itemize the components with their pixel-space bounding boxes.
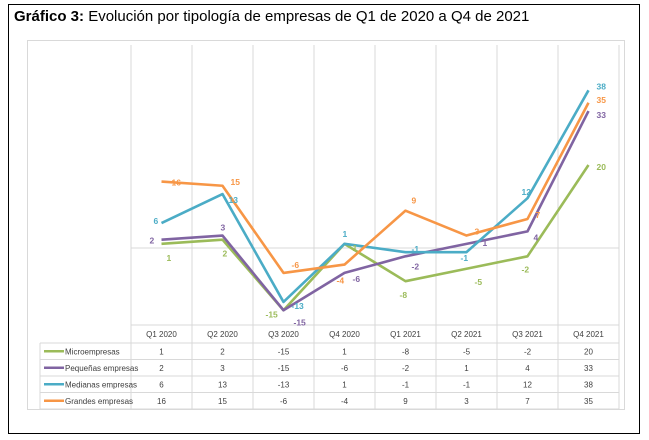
- data-label: 7: [536, 210, 541, 220]
- data-label: 3: [221, 223, 226, 233]
- table-cell: 33: [584, 364, 593, 373]
- data-label: -2: [412, 261, 420, 271]
- table-cell: -6: [280, 397, 288, 406]
- table-cell: 13: [218, 380, 227, 389]
- x-tick-label: Q4 2021: [573, 330, 604, 339]
- table-cell: -5: [463, 347, 471, 356]
- data-label: 2: [223, 249, 228, 259]
- legend-label: Medianas empresas: [65, 380, 137, 389]
- x-tick-label: Q2 2021: [451, 330, 482, 339]
- table-cell: 12: [523, 380, 532, 389]
- x-tick-label: Q3 2021: [512, 330, 543, 339]
- legend-label: Grandes empresas: [65, 397, 133, 406]
- table-cell: 38: [584, 380, 593, 389]
- legend-label: Pequeñas empresas: [65, 364, 138, 373]
- x-tick-label: Q4 2020: [329, 330, 360, 339]
- table-cell: 6: [159, 380, 164, 389]
- table-cell: 1: [464, 364, 469, 373]
- data-label: 6: [154, 216, 159, 226]
- table-cell: -1: [463, 380, 471, 389]
- table-cell: 16: [157, 397, 166, 406]
- data-label: 15: [231, 177, 241, 187]
- table-cell: -15: [278, 347, 290, 356]
- data-label: -13: [292, 301, 305, 311]
- table-cell: -4: [341, 397, 349, 406]
- legend-label: Microempresas: [65, 347, 120, 356]
- table-cell: 1: [159, 347, 164, 356]
- data-label: 35: [597, 95, 607, 105]
- figure-border: [8, 4, 640, 434]
- series-line-medianas-empresas: [160, 89, 590, 304]
- figure-number: Gráfico 3:: [14, 8, 85, 25]
- table-cell: 1: [342, 347, 347, 356]
- data-label: -4: [337, 276, 345, 286]
- data-label: 4: [534, 232, 539, 242]
- table-cell: 35: [584, 397, 593, 406]
- table-cell: 7: [525, 397, 530, 406]
- table-cell: 3: [220, 364, 225, 373]
- figure-title: Gráfico 3: Evolución por tipología de em…: [14, 8, 529, 25]
- data-label: 2: [150, 236, 155, 246]
- data-label: 12: [522, 187, 532, 197]
- data-label: -15: [266, 309, 279, 319]
- x-tick-label: Q1 2021: [390, 330, 421, 339]
- table-cell: -2: [524, 347, 532, 356]
- data-label: -1: [461, 253, 469, 263]
- data-label: 1: [167, 253, 172, 263]
- table-cell: 4: [525, 364, 530, 373]
- table-cell: 2: [220, 347, 225, 356]
- data-label: -6: [292, 260, 300, 270]
- data-label: 9: [412, 196, 417, 206]
- data-label: 1: [343, 229, 348, 239]
- table-cell: -8: [402, 347, 410, 356]
- data-label: 13: [229, 195, 239, 205]
- data-label: 38: [597, 81, 607, 91]
- series-line-grandes-empresas: [161, 102, 590, 275]
- data-label: 20: [597, 162, 607, 172]
- table-cell: 1: [342, 380, 347, 389]
- table-cell: 15: [218, 397, 227, 406]
- table-cell: -1: [402, 380, 410, 389]
- data-label: -15: [294, 317, 307, 327]
- data-label: -6: [353, 274, 361, 284]
- data-label: -8: [400, 290, 408, 300]
- x-tick-label: Q1 2020: [146, 330, 177, 339]
- series-line-pequeñas-empresas: [161, 110, 590, 312]
- data-label: -1: [412, 244, 420, 254]
- table-cell: -2: [402, 364, 410, 373]
- data-label: 1: [483, 238, 488, 248]
- series-line-microempresas: [161, 164, 590, 312]
- data-label: -5: [475, 277, 483, 287]
- table-cell: -6: [341, 364, 349, 373]
- table-cell: 3: [464, 397, 469, 406]
- table-cell: -13: [278, 380, 290, 389]
- data-label: 1: [353, 243, 358, 253]
- data-label: 3: [475, 227, 480, 237]
- figure-caption: Evolución por tipología de empresas de Q…: [88, 8, 530, 25]
- table-cell: 20: [584, 347, 593, 356]
- table-cell: -15: [278, 364, 290, 373]
- table-cell: 2: [159, 364, 164, 373]
- data-label: -2: [522, 264, 530, 274]
- data-label: 16: [172, 178, 182, 188]
- table-cell: 9: [403, 397, 408, 406]
- x-tick-label: Q3 2020: [268, 330, 299, 339]
- data-label: 33: [597, 110, 607, 120]
- x-tick-label: Q2 2020: [207, 330, 238, 339]
